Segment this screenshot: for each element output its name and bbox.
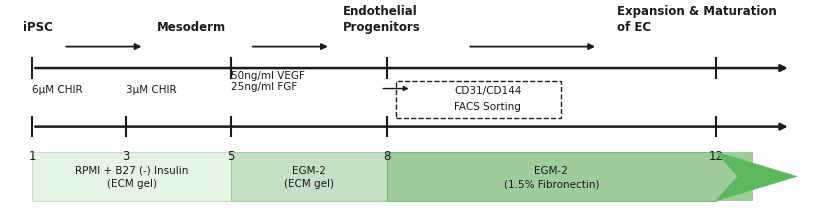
Text: EGM-2: EGM-2: [534, 165, 568, 176]
Text: 12: 12: [708, 150, 723, 163]
Text: iPSC: iPSC: [23, 21, 53, 34]
Bar: [396, 81, 561, 118]
Text: (1.5% Fibronectin): (1.5% Fibronectin): [504, 179, 599, 189]
Text: Endothelial
Progenitors: Endothelial Progenitors: [343, 5, 421, 34]
Text: 6μM CHIR: 6μM CHIR: [33, 85, 83, 95]
Text: CD31/CD144: CD31/CD144: [454, 87, 522, 96]
Bar: [231, 152, 387, 201]
Text: 50ng/ml VEGF
25ng/ml FGF: 50ng/ml VEGF 25ng/ml FGF: [231, 71, 305, 92]
Text: Mesoderm: Mesoderm: [156, 21, 226, 34]
Text: (ECM gel): (ECM gel): [284, 179, 334, 189]
Text: 3: 3: [122, 150, 129, 163]
Text: Expansion & Maturation
of EC: Expansion & Maturation of EC: [617, 5, 776, 34]
Text: EGM-2: EGM-2: [292, 165, 326, 176]
Text: 8: 8: [383, 150, 391, 163]
Text: (ECM gel): (ECM gel): [107, 179, 157, 189]
Text: 1: 1: [29, 150, 36, 163]
Polygon shape: [716, 152, 797, 201]
Bar: [33, 152, 231, 201]
Text: FACS Sorting: FACS Sorting: [455, 102, 521, 112]
Bar: [387, 152, 716, 201]
Text: 5: 5: [228, 150, 235, 163]
Text: RPMI + B27 (-) Insulin: RPMI + B27 (-) Insulin: [75, 165, 188, 176]
Text: 3μM CHIR: 3μM CHIR: [125, 85, 176, 95]
Bar: [716, 152, 753, 201]
